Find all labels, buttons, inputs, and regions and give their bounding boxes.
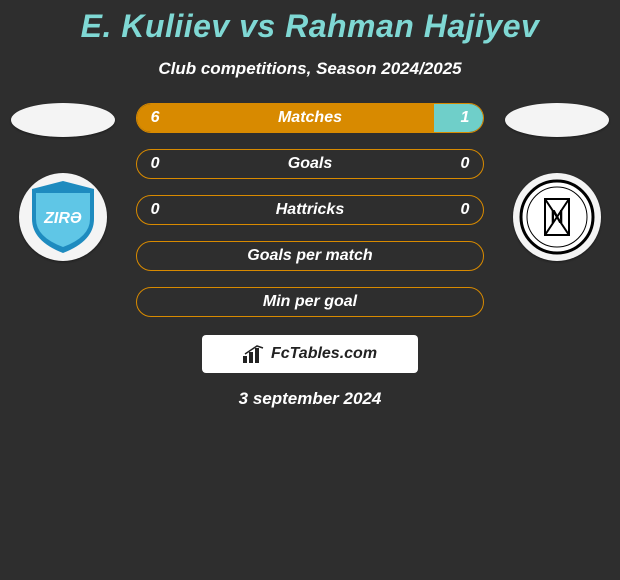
neftchi-badge-icon: N [517,177,597,257]
left-column: ZIRƏ [8,103,118,261]
bar-label: Goals [137,155,484,173]
bar-label: Matches [137,109,484,127]
comparison-card: E. Kuliiev vs Rahman Hajiyev Club compet… [0,0,620,409]
stat-bar-goals: 00Goals [136,149,485,179]
right-flag-ellipse [505,103,609,137]
date-text: 3 september 2024 [0,389,620,409]
chart-icon [243,345,265,363]
brand-text: FcTables.com [271,345,377,363]
left-flag-ellipse [11,103,115,137]
brand-box[interactable]: FcTables.com [202,335,418,373]
zira-shield-icon: ZIRƏ [28,179,98,255]
stat-bar-hattricks: 00Hattricks [136,195,485,225]
right-club-badge: N [513,173,601,261]
stat-bar-goals-per-match: Goals per match [136,241,485,271]
main-row: ZIRƏ 61Matches 00Goals 00Hattricks Goals pe… [0,103,620,317]
stat-bars: 61Matches 00Goals 00Hattricks Goals per mat… [136,103,485,317]
page-title: E. Kuliiev vs Rahman Hajiyev [0,8,620,45]
bar-label: Hattricks [137,201,484,219]
bar-label: Min per goal [137,293,484,311]
stat-bar-min-per-goal: Min per goal [136,287,485,317]
right-column: N [502,103,612,261]
bar-label: Goals per match [137,247,484,265]
left-club-badge: ZIRƏ [19,173,107,261]
svg-text:ZIRƏ: ZIRƏ [43,210,82,227]
subtitle: Club competitions, Season 2024/2025 [0,59,620,79]
svg-text:N: N [551,207,564,227]
stat-bar-matches: 61Matches [136,103,485,133]
